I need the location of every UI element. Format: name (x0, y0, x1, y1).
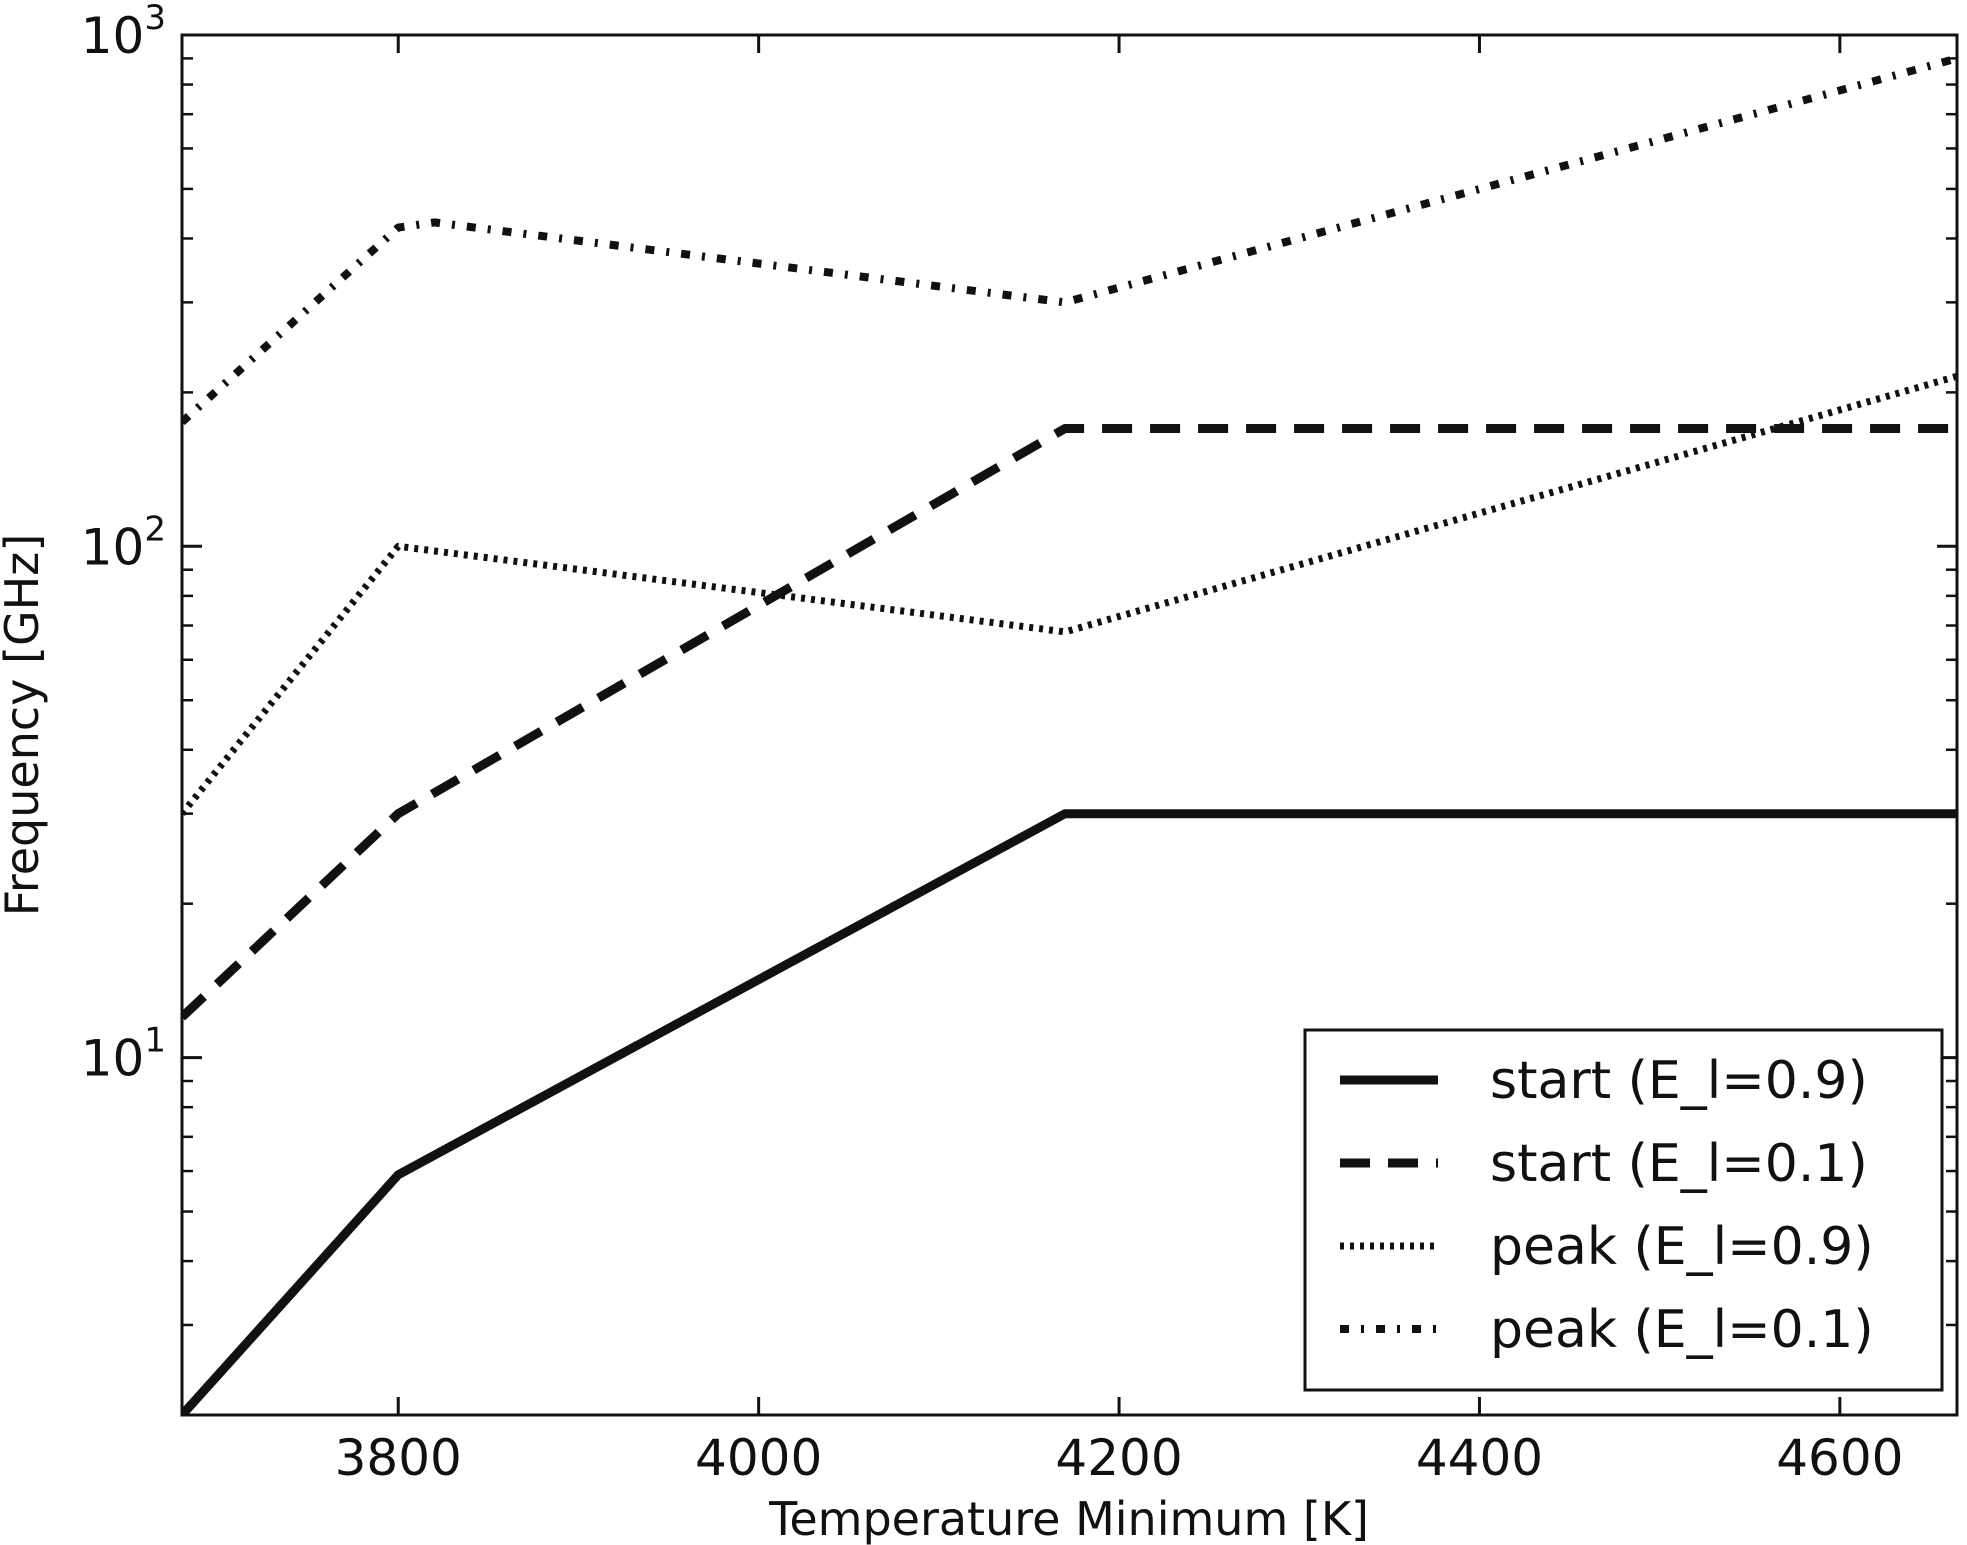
series-line-2 (182, 424, 1957, 1021)
x-axis-title: Temperature Minimum [K] (768, 1492, 1369, 1545)
legend-label-1: start (E_l=0.9) (1490, 1051, 1868, 1111)
y-tick-label: 101 (81, 1021, 166, 1088)
x-tick-label: 4000 (695, 1429, 822, 1487)
legend: start (E_l=0.9)start (E_l=0.1)peak (E_l=… (1303, 1028, 1944, 1392)
series-line-3 (182, 372, 1957, 816)
y-tick-label: 102 (81, 509, 166, 576)
ticks-layer (182, 33, 1957, 1415)
series-line-1 (182, 809, 1957, 1415)
x-tick-label: 4200 (1055, 1429, 1182, 1487)
y-tick-label: 103 (81, 0, 166, 65)
legend-label-4: peak (E_l=0.1) (1490, 1300, 1874, 1360)
series-layer (182, 54, 1957, 1415)
legend-label-3: peak (E_l=0.9) (1490, 1217, 1874, 1277)
y-axis-title: Frequency [GHz] (0, 534, 49, 917)
legend-label-2: start (E_l=0.1) (1490, 1134, 1868, 1194)
labels-layer: 3800 4000 4200 4400 4600 101 102 103 (81, 0, 1904, 1487)
x-tick-label: 3800 (335, 1429, 462, 1487)
x-tick-label: 4600 (1776, 1429, 1903, 1487)
legend-frame (1303, 1028, 1944, 1392)
series-line-4 (182, 54, 1957, 425)
x-tick-label: 4400 (1416, 1429, 1543, 1487)
plot-frame (180, 33, 1959, 1417)
